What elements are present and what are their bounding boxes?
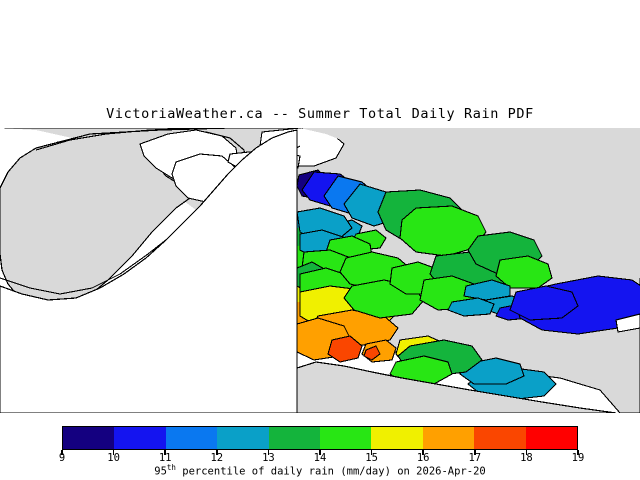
colorbar-tick-10 xyxy=(112,450,115,455)
colorbar-tick-9 xyxy=(61,450,63,455)
colorbar-segment-16-17 xyxy=(422,427,475,449)
colorbar-tick-label-15: 15 xyxy=(365,452,378,464)
colorbar-segment-10-11 xyxy=(114,427,166,449)
colorbar-tick-label-12: 12 xyxy=(210,452,224,464)
colorbar-tick-17 xyxy=(474,450,476,455)
colorbar-tick-16 xyxy=(422,450,424,455)
colorbar-tick-18 xyxy=(525,450,528,455)
colorbar-tick-labels: 9 10 11 12 13 14 15 16 17 18 19 xyxy=(0,452,640,466)
ocean-mask-layer xyxy=(0,129,298,413)
colorbar-tick-label-13: 13 xyxy=(262,452,275,464)
land-fill-east xyxy=(300,128,640,278)
caption-rest: percentile of daily rain (mm/day) on 202… xyxy=(175,465,486,478)
colorbar-segment-11-12 xyxy=(165,427,218,449)
colorbar-tick-label-17: 17 xyxy=(468,452,482,464)
precip-region-blue-se-b xyxy=(509,285,579,321)
colorbar-segment-18-19 xyxy=(525,427,578,449)
land-south-layer xyxy=(296,361,617,413)
land-olympic-peninsula xyxy=(296,361,617,413)
caption-prefix: 95 xyxy=(154,465,167,478)
caption-superscript: th xyxy=(166,463,176,472)
colorbar-segment-9-10 xyxy=(63,427,115,449)
colorbar-segment-14-15 xyxy=(320,427,372,449)
colorbar-segment-13-14 xyxy=(268,427,321,449)
precip-islet-orange-dark xyxy=(363,345,381,361)
colorbar-tick-label-9: 9 xyxy=(58,452,66,464)
coast-line-nw xyxy=(35,128,201,151)
colorbar-ticks xyxy=(61,450,579,462)
precip-region-17-18 xyxy=(327,335,363,363)
colorbar-tick-11 xyxy=(164,450,166,455)
colorbar-tick-label-16: 16 xyxy=(416,452,430,464)
land-east-backfill xyxy=(300,128,640,278)
precip-region-blue-se-tail xyxy=(615,313,640,333)
precip-overlay-layer xyxy=(296,169,640,401)
colorbar-tick-19 xyxy=(577,450,579,455)
map-canvas xyxy=(0,128,640,413)
figure-title: VictoriaWeather.ca -- Summer Total Daily… xyxy=(106,106,534,122)
colorbar-tick-label-18: 18 xyxy=(520,452,533,464)
precip-islet-teal-east-c xyxy=(447,297,495,317)
colorbar-tick-15 xyxy=(370,450,373,455)
colorbar-segment-12-13 xyxy=(217,427,269,449)
colorbar xyxy=(62,426,578,450)
colorbar-tick-label-10: 10 xyxy=(107,452,120,464)
precip-islands-green-east-d xyxy=(495,255,553,289)
colorbar-tick-14 xyxy=(319,450,321,455)
colorbar-tick-label-11: 11 xyxy=(158,452,172,464)
colorbar-caption: 95th percentile of daily rain (mm/day) o… xyxy=(0,463,640,478)
colorbar-tick-12 xyxy=(216,450,218,455)
colorbar-tick-label-14: 14 xyxy=(313,452,327,464)
precip-region-14-15-n xyxy=(399,205,487,257)
colorbar-segment-17-18 xyxy=(474,427,526,449)
colorbar-segment-15-16 xyxy=(371,427,423,449)
colorbar-tick-13 xyxy=(267,450,270,455)
ocean-pacific-sw xyxy=(0,129,298,413)
colorbar-tick-label-19: 19 xyxy=(571,452,585,464)
